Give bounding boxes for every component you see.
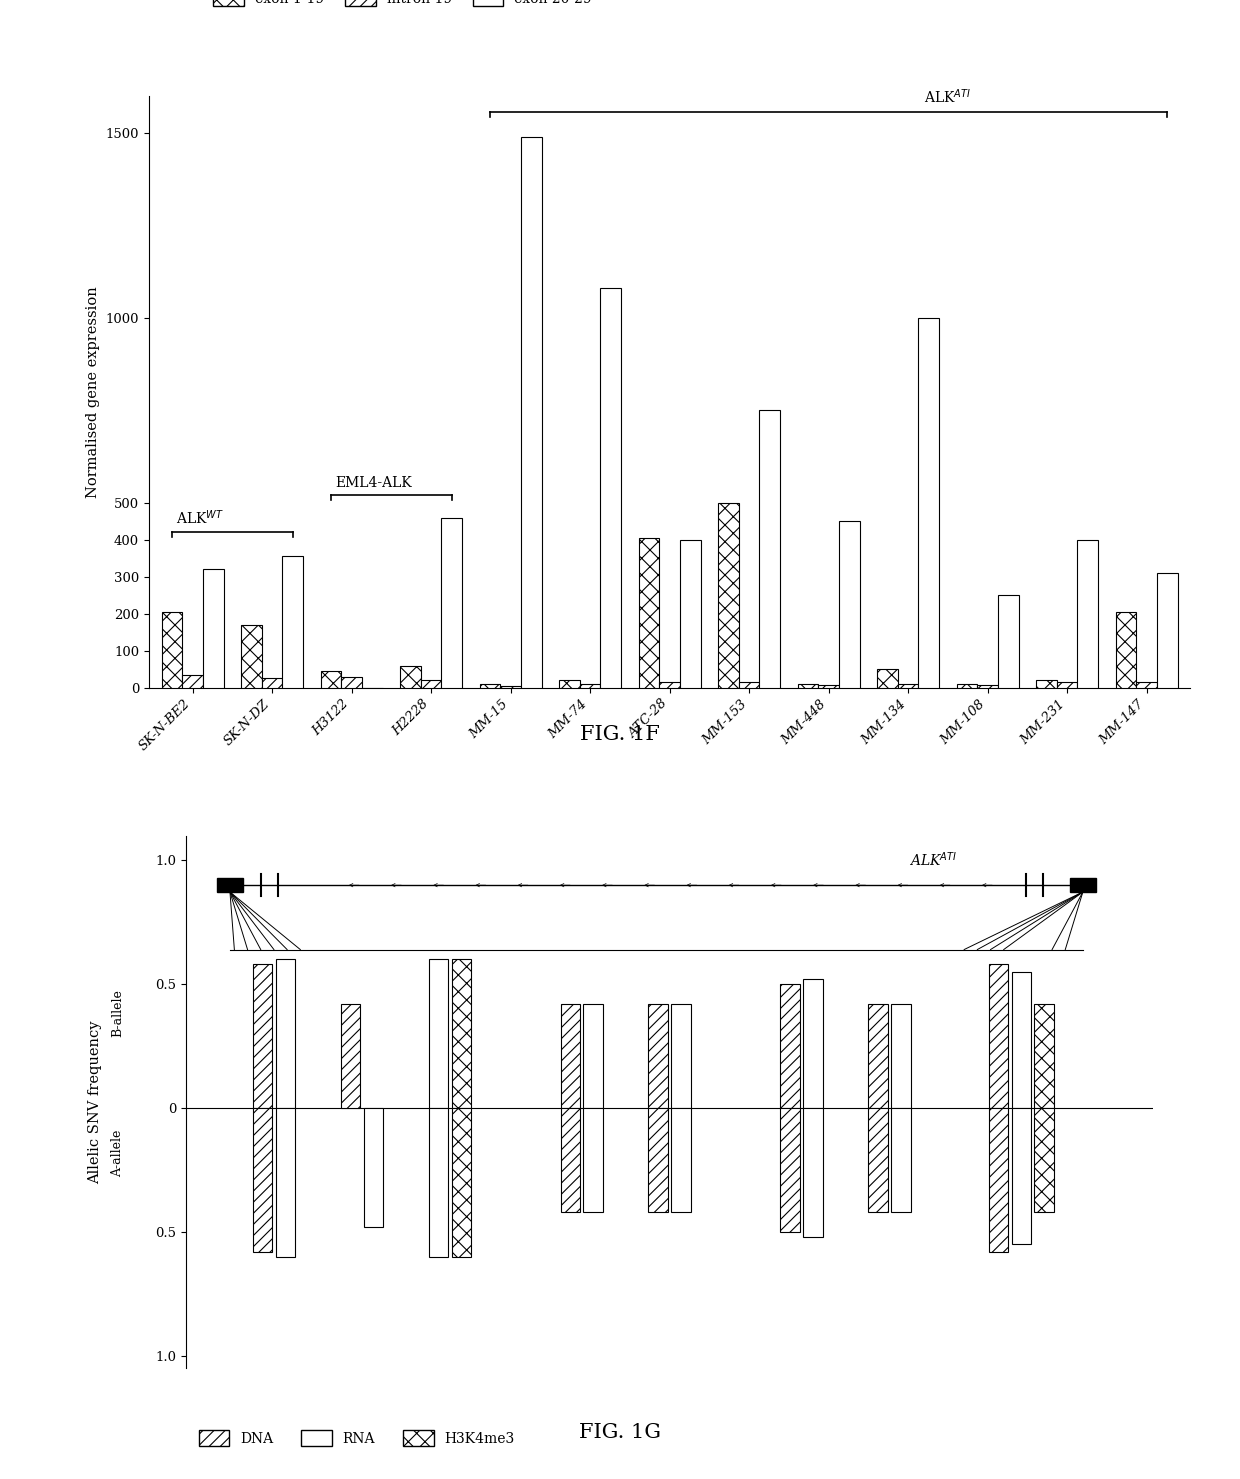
Bar: [1012, 972, 1030, 1108]
Text: ALK$^{ATI}$: ALK$^{ATI}$: [909, 850, 957, 870]
Bar: [521, 136, 542, 688]
Bar: [217, 879, 243, 892]
Y-axis label: Allelic SNV frequency: Allelic SNV frequency: [88, 1021, 103, 1183]
Legend: DNA, RNA, H3K4me3: DNA, RNA, H3K4me3: [193, 1424, 521, 1452]
Bar: [182, 674, 203, 688]
Text: EML4-ALK: EML4-ALK: [335, 476, 412, 490]
Bar: [671, 1004, 691, 1108]
Bar: [429, 1108, 448, 1257]
Bar: [818, 685, 839, 688]
Bar: [898, 683, 919, 688]
Text: ALK$^{ATI}$: ALK$^{ATI}$: [924, 87, 971, 106]
Bar: [441, 518, 463, 688]
Bar: [877, 669, 898, 688]
Bar: [988, 964, 1008, 1108]
Bar: [839, 521, 859, 688]
Bar: [584, 1108, 603, 1213]
Bar: [868, 1004, 888, 1108]
Bar: [1037, 680, 1056, 688]
Bar: [321, 671, 341, 688]
Bar: [283, 556, 303, 688]
Bar: [1078, 540, 1099, 688]
Bar: [671, 1108, 691, 1213]
Bar: [420, 680, 441, 688]
Bar: [275, 1108, 295, 1257]
Bar: [241, 624, 262, 688]
Bar: [1034, 1004, 1054, 1108]
Bar: [639, 538, 660, 688]
Bar: [759, 410, 780, 688]
Bar: [1157, 572, 1178, 688]
Bar: [892, 1004, 910, 1108]
Bar: [203, 569, 223, 688]
Bar: [580, 683, 600, 688]
Bar: [451, 1108, 471, 1257]
Bar: [480, 683, 500, 688]
Bar: [988, 1108, 1008, 1251]
Bar: [584, 1004, 603, 1108]
Bar: [1056, 682, 1078, 688]
Bar: [341, 1004, 360, 1108]
Bar: [660, 682, 680, 688]
Text: ALK$^{WT}$: ALK$^{WT}$: [176, 509, 224, 527]
Bar: [892, 1108, 910, 1213]
Bar: [559, 680, 580, 688]
Bar: [560, 1108, 580, 1213]
Bar: [253, 964, 272, 1108]
Bar: [804, 1108, 822, 1236]
Bar: [262, 679, 283, 688]
Bar: [718, 503, 739, 688]
Text: FIG. 1G: FIG. 1G: [579, 1423, 661, 1442]
Bar: [649, 1108, 668, 1213]
Text: FIG. 1F: FIG. 1F: [580, 725, 660, 744]
Bar: [500, 686, 521, 688]
Bar: [161, 612, 182, 688]
Bar: [253, 1108, 272, 1251]
Text: A-allele: A-allele: [112, 1130, 124, 1177]
Bar: [919, 318, 939, 688]
Bar: [401, 666, 420, 688]
Bar: [600, 288, 621, 688]
Bar: [649, 1004, 668, 1108]
Bar: [780, 1108, 800, 1232]
Bar: [275, 960, 295, 1108]
Bar: [1136, 682, 1157, 688]
Bar: [797, 683, 818, 688]
Bar: [739, 682, 759, 688]
Bar: [680, 540, 701, 688]
Bar: [977, 685, 998, 688]
Bar: [341, 676, 362, 688]
Bar: [1116, 612, 1136, 688]
Text: B-allele: B-allele: [112, 989, 124, 1037]
Bar: [780, 984, 800, 1108]
Bar: [451, 960, 471, 1108]
Bar: [1034, 1108, 1054, 1213]
Bar: [1070, 879, 1096, 892]
Legend: exon 1-19, intron 19, exon 20-29: exon 1-19, intron 19, exon 20-29: [208, 0, 598, 12]
Bar: [363, 1108, 383, 1228]
Bar: [1012, 1108, 1030, 1244]
Bar: [429, 960, 448, 1108]
Bar: [956, 683, 977, 688]
Bar: [998, 595, 1018, 688]
Bar: [560, 1004, 580, 1108]
Bar: [868, 1108, 888, 1213]
Y-axis label: Normalised gene expression: Normalised gene expression: [86, 285, 100, 498]
Bar: [804, 979, 822, 1108]
